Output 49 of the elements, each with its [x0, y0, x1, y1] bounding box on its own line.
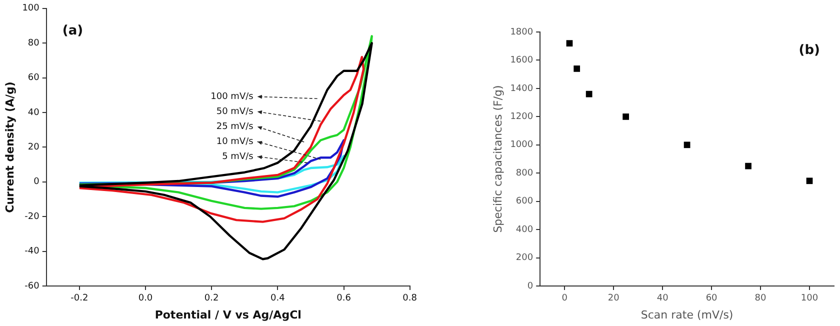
y-axis-title: Current density (A/g) — [3, 82, 16, 213]
y-axis-title: Specific capacitances (F/g) — [491, 85, 504, 233]
annotation: 10 mV/s — [216, 136, 254, 147]
x-tick-label: 0.0 — [138, 294, 153, 304]
x-tick-label: 0 — [562, 294, 568, 304]
y-tick-label: 1800 — [510, 27, 534, 38]
x-tick-label: -0.2 — [70, 294, 88, 304]
x-axis-title: Potential / V vs Ag/AgCl — [154, 308, 302, 322]
y-tick-label: 1000 — [510, 140, 534, 150]
annotation: 5 mV/s — [222, 152, 254, 162]
point — [806, 178, 813, 184]
point — [574, 66, 580, 72]
text: (a) — [62, 23, 84, 38]
x-tick-label: 80 — [754, 294, 767, 304]
y-tick-label: 0 — [527, 281, 534, 292]
point — [684, 142, 690, 148]
y-tick-label: 600 — [516, 196, 534, 207]
annotation: 100 mV/s — [210, 92, 254, 102]
y-tick-label: 80 — [28, 38, 40, 48]
x-tick-label: 0.6 — [336, 294, 352, 304]
x-tick-label: 0.8 — [402, 294, 418, 304]
text: (b) — [798, 42, 820, 58]
y-tick-label: 100 — [22, 4, 40, 14]
y-tick-label: 40 — [28, 108, 40, 118]
point — [745, 162, 752, 170]
y-tick-label: 800 — [516, 168, 534, 178]
y-tick-label: 1400 — [510, 84, 534, 94]
x-tick-label: 40 — [656, 294, 669, 304]
x-tick-label: 0.4 — [270, 294, 286, 304]
x-tick-label: 100 — [800, 294, 818, 304]
point — [622, 113, 630, 120]
y-tick-label: 20 — [28, 142, 40, 153]
x-tick-label: 60 — [706, 294, 718, 304]
annotation: 25 mV/s — [216, 122, 254, 132]
y-tick-label: 60 — [28, 73, 40, 84]
x-axis-title: Scan rate (mV/s) — [640, 308, 734, 322]
y-tick-label: 400 — [516, 224, 534, 235]
y-tick-label: 0 — [34, 177, 40, 188]
y-tick-label: -40 — [24, 246, 40, 257]
y-tick-label: 1200 — [510, 112, 534, 122]
y-tick-label: -20 — [24, 212, 40, 222]
y-tick-label: -60 — [24, 281, 40, 292]
annotation: 50 mV/s — [216, 106, 254, 117]
y-tick-label: 1600 — [510, 56, 534, 66]
point — [586, 90, 592, 98]
point — [566, 40, 573, 46]
x-tick-label: 0.2 — [204, 294, 219, 304]
y-tick-label: 200 — [516, 253, 534, 264]
x-tick-label: 20 — [608, 294, 620, 304]
